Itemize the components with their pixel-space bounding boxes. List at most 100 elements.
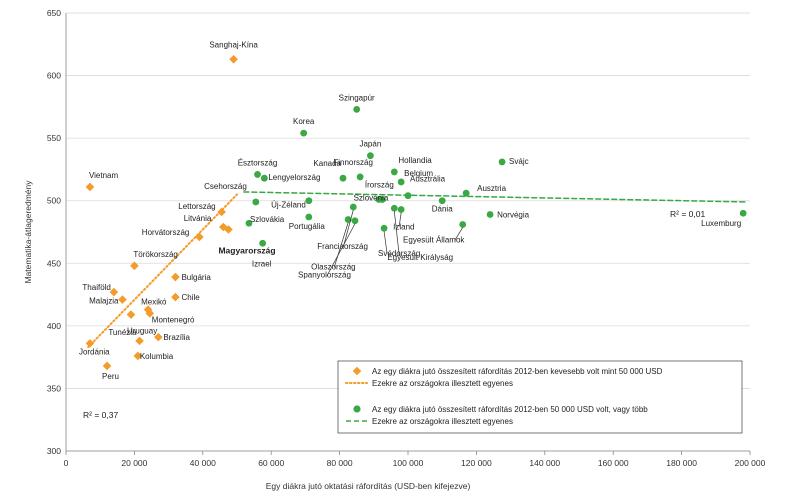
x-tick-label: 180 000 [666,458,697,468]
label-magyarorszag: Magyarország [218,245,275,255]
point-brazilia [154,332,163,342]
point-ausztria [462,189,470,197]
label-peru: Peru [102,372,119,381]
label-hollandia: Hollandia [398,156,432,165]
point-ausztralia [404,192,412,200]
point-egyesult-kiralysag [390,204,398,212]
grid [66,12,750,452]
label-lettorszag: Lettország [178,202,215,211]
point-magyarorszag [224,225,233,234]
point-izland [397,206,405,213]
point-dania [438,197,446,205]
point-kanada [339,174,347,182]
label-mexiko: Mexikó [141,298,167,307]
point-chile [171,292,180,302]
legend-label-low-fit: Ezekre az országokra illesztett egyenes [372,379,513,388]
label-chile: Chile [181,293,200,302]
label-brazilia: Brazília [163,333,190,342]
x-tick-label: 60 000 [258,458,284,468]
label-esztorszag: Észtország [238,158,278,167]
leader-spanyolorszag [326,223,356,276]
legend-marker-diamond [352,366,362,376]
point-mexiko [143,305,153,314]
point-franciaorszag [349,203,357,211]
point-portugalia [305,213,313,221]
label-bulgaria: Bulgária [181,273,211,282]
leader-egyesult-allamok [454,227,464,241]
label-uruguay: Uruguay [127,327,157,336]
point-malajzia [118,295,127,304]
label-japan: Japán [359,140,381,149]
point-finnorszag [356,173,364,181]
point-szlovenia [375,196,383,203]
label-torokorszag: Törökország [133,250,177,259]
x-tick-label: 40 000 [190,458,216,468]
point-izrael [259,239,267,247]
point-torokorszag [130,261,139,271]
label-csehorszag: Csehország [204,182,247,191]
label-ausztria: Ausztria [477,184,506,193]
label-egyesult-allamok: Egyesült Államok [403,235,465,244]
label-horvatorszag: Horvátország [142,228,190,237]
x-tick-label: 20 000 [121,458,147,468]
point-kolumbia [133,351,143,361]
point-svajc [498,158,506,166]
point-labels: Sanghaj-Kína Vietnam Lettország Litvánia Hor… [79,40,741,381]
legend-marker-circle [353,405,361,413]
x-axis-label: Egy diákra jutó oktatási ráfordítás (USD… [266,481,471,491]
point-montenegro [145,309,155,318]
label-lengyelorszag: Lengyelország [268,173,320,182]
trend-lines [87,191,748,349]
point-spanyolorszag [351,217,359,225]
label-svajc: Svájc [509,157,529,166]
x-tick-label: 80 000 [327,458,353,468]
label-dania: Dánia [432,205,453,214]
r2-low-label: R² = 0,37 [83,410,118,420]
label-izrael: Izrael [252,259,272,268]
leader-izland [398,212,402,227]
point-vietnam [85,182,95,192]
point-hollandia [390,168,398,176]
legend-label-high: Az egy diákra jutó összesített ráfordítá… [372,405,648,414]
point-szingapur [353,105,361,113]
legend-box [337,360,743,434]
axes: 300 350 400 450 500 550 600 650 0 20 000 40 000 60 … [47,8,766,468]
label-jordania: Jordánia [79,347,110,356]
point-csehorszag [252,198,260,206]
y-tick-label: 650 [47,8,61,18]
label-luxemburg: Luxemburg [701,219,741,228]
label-kanada: Kanada [313,159,341,168]
label-thaifold: Thaiföld [82,283,110,292]
point-thaifold [109,287,119,297]
point-lengyelorszag [260,174,268,182]
y-tick-label: 350 [47,383,61,393]
x-tick-label: 140 000 [529,458,560,468]
y-tick-label: 500 [47,196,61,206]
y-tick-label: 600 [47,71,61,81]
point-egyesult-allamok [459,221,467,228]
point-norvegia [486,211,494,218]
r2-high-label: R² = 0,01 [670,209,705,219]
legend-label-low: Az egy diákra jutó összesített ráfordítá… [372,367,663,376]
x-tick-label: 160 000 [598,458,629,468]
trend-line-low [87,193,238,349]
point-uj-zeland [305,197,313,205]
leader-svedorszag [383,231,388,254]
point-horvatorszag [195,232,204,242]
point-bulgaria [171,272,180,282]
label-olaszorszag: Olaszország [311,262,355,271]
label-izland: Izland [393,222,414,231]
point-svedorszag [380,224,388,232]
leader-egyesult-kiralysag [393,211,400,257]
label-egyesult-kiralysag: Egyesült Királyság [387,253,453,262]
label-szlovakia: Szlovákia [250,215,285,224]
x-tick-label: 0 [64,458,69,468]
label-montenegro: Montenegró [152,315,195,324]
label-irorszag: Írország [365,180,394,189]
label-uj-zeland: Új-Zéland [271,201,306,210]
point-luxemburg [739,209,747,217]
point-esztorszag [254,171,261,178]
leader-franciaorszag [342,209,354,248]
